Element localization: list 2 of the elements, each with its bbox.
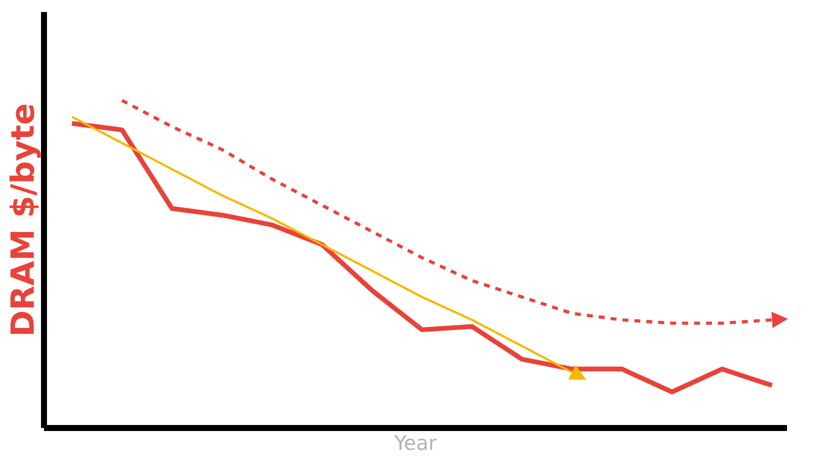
x-axis-title: Year (394, 435, 437, 450)
y-axis-title: DRAM $/byte (9, 104, 41, 334)
